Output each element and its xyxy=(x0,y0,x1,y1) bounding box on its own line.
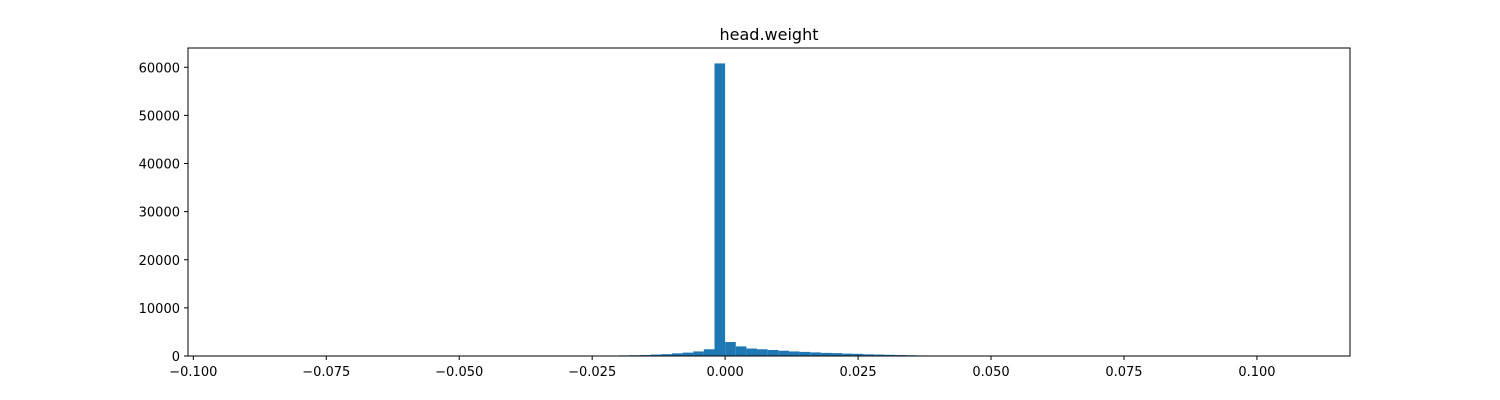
y-tick-label: 10000 xyxy=(139,302,180,317)
histogram-bar xyxy=(874,354,885,356)
x-axis: −0.100 −0.075 −0.050 −0.025 0.000 0.025 0.050 0… xyxy=(169,356,1276,380)
histogram-bar xyxy=(842,353,853,356)
histogram-bar xyxy=(863,354,875,356)
histogram-bar xyxy=(852,353,864,356)
histogram-bar xyxy=(682,352,694,356)
histogram-bar xyxy=(703,349,715,356)
x-tick-label: −0.075 xyxy=(302,365,350,380)
histogram-bar xyxy=(778,350,789,356)
y-tick-label: 30000 xyxy=(139,206,180,221)
histogram-bars xyxy=(597,63,938,357)
histogram-bar xyxy=(650,354,662,356)
y-axis: 0 10000 20000 30000 40000 50000 60000 xyxy=(139,61,188,365)
histogram-bar xyxy=(714,63,726,357)
y-tick-label: 50000 xyxy=(139,109,180,124)
y-tick-label: 60000 xyxy=(139,61,180,76)
y-tick-label: 40000 xyxy=(139,158,180,173)
histogram-bar xyxy=(671,353,683,356)
histogram-bar xyxy=(693,351,704,356)
x-tick-label: −0.025 xyxy=(568,365,616,380)
x-tick-label: 0.050 xyxy=(972,365,1009,380)
x-tick-label: 0.100 xyxy=(1238,365,1275,380)
histogram-bar xyxy=(725,342,736,356)
chart-title: head.weight xyxy=(720,25,819,44)
x-tick-label: 0.075 xyxy=(1105,365,1142,380)
histogram-bar xyxy=(757,349,768,356)
histogram-bar xyxy=(746,348,758,356)
axes-frame xyxy=(187,47,1351,357)
histogram-bar xyxy=(767,349,779,356)
histogram-bar xyxy=(831,353,843,356)
x-tick-label: −0.100 xyxy=(169,365,217,380)
histogram-bar xyxy=(820,352,832,356)
histogram-bar xyxy=(735,346,747,357)
histogram-bar xyxy=(810,352,821,356)
y-tick-label: 0 xyxy=(172,350,180,365)
x-tick-label: 0.000 xyxy=(707,365,744,380)
histogram-bar xyxy=(799,351,811,356)
x-tick-label: 0.025 xyxy=(839,365,876,380)
x-tick-label: −0.050 xyxy=(435,365,483,380)
histogram-bar xyxy=(661,354,672,356)
histogram-bar xyxy=(884,354,896,356)
histogram-bar xyxy=(788,351,800,356)
y-tick-label: 20000 xyxy=(139,254,180,269)
